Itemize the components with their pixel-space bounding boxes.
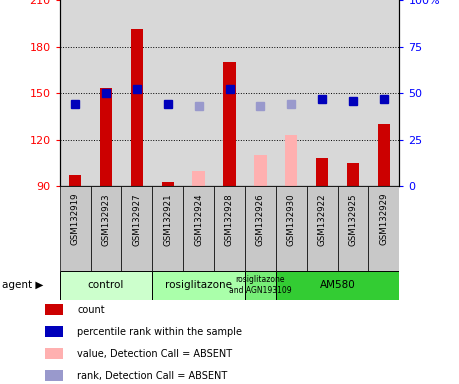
- Bar: [316, 158, 328, 186]
- Text: control: control: [88, 280, 124, 290]
- Bar: [276, 186, 307, 271]
- Text: rosiglitazone: rosiglitazone: [165, 280, 232, 290]
- Bar: [90, 186, 122, 271]
- Text: rank, Detection Call = ABSENT: rank, Detection Call = ABSENT: [77, 371, 227, 381]
- Text: GSM132930: GSM132930: [287, 193, 296, 246]
- Bar: [183, 186, 214, 271]
- Text: rosiglitazone
and AGN193109: rosiglitazone and AGN193109: [229, 275, 291, 295]
- Text: agent ▶: agent ▶: [2, 280, 44, 290]
- Text: count: count: [77, 305, 105, 314]
- Bar: [245, 186, 276, 271]
- Text: GSM132923: GSM132923: [101, 193, 111, 246]
- Bar: [45, 304, 63, 315]
- Bar: [337, 186, 369, 271]
- Text: GSM132924: GSM132924: [194, 193, 203, 246]
- Bar: [276, 271, 399, 300]
- Bar: [307, 186, 337, 271]
- Bar: [45, 348, 63, 359]
- Bar: [162, 182, 174, 186]
- Bar: [254, 155, 267, 186]
- Bar: [224, 62, 235, 186]
- Bar: [60, 186, 90, 271]
- Bar: [214, 186, 245, 271]
- Text: AM580: AM580: [320, 280, 355, 290]
- Bar: [122, 186, 152, 271]
- Bar: [69, 175, 81, 186]
- Text: GSM132926: GSM132926: [256, 193, 265, 246]
- Text: GSM132927: GSM132927: [132, 193, 141, 246]
- Text: percentile rank within the sample: percentile rank within the sample: [77, 327, 242, 337]
- Bar: [369, 186, 399, 271]
- Bar: [45, 326, 63, 337]
- Bar: [131, 30, 143, 186]
- Bar: [378, 124, 390, 186]
- Bar: [245, 271, 276, 300]
- Text: value, Detection Call = ABSENT: value, Detection Call = ABSENT: [77, 349, 232, 359]
- Text: GSM132925: GSM132925: [348, 193, 358, 246]
- Bar: [152, 186, 183, 271]
- Text: GSM132929: GSM132929: [380, 193, 388, 245]
- Bar: [100, 88, 112, 186]
- Bar: [285, 135, 297, 186]
- Text: GSM132919: GSM132919: [71, 193, 79, 245]
- Text: GSM132928: GSM132928: [225, 193, 234, 246]
- Bar: [60, 271, 152, 300]
- Text: GSM132921: GSM132921: [163, 193, 172, 246]
- Bar: [152, 271, 245, 300]
- Bar: [192, 171, 205, 186]
- Text: GSM132922: GSM132922: [318, 193, 327, 246]
- Bar: [45, 370, 63, 381]
- Bar: [347, 163, 359, 186]
